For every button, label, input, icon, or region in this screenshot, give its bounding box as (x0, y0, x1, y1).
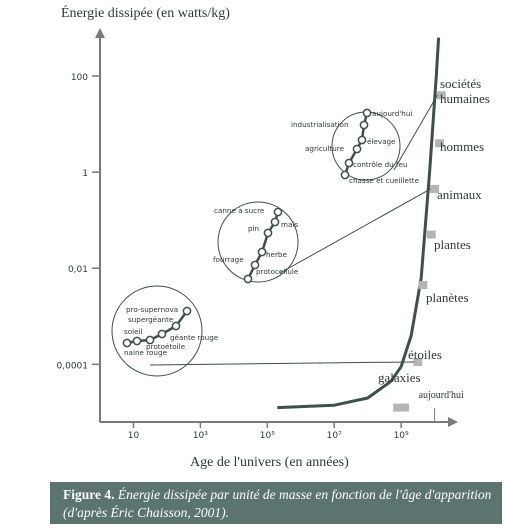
inset-point-label: maïs (281, 220, 298, 229)
stage-label: hommes (440, 139, 484, 154)
stage-label: étoiles (408, 347, 442, 362)
inset-point-label: naine rouge (124, 348, 168, 357)
inset-point-label: chasse et cueillette (349, 176, 420, 185)
stage-marker (436, 91, 446, 100)
y-tick-label: 0,01 (68, 265, 88, 275)
inset-point-label: canne à sucre (214, 206, 265, 215)
stage-label: galaxies (378, 370, 421, 385)
inset-point-label: élevage (367, 137, 396, 146)
inset-point (359, 120, 369, 130)
inset-point (344, 158, 354, 168)
inset-point (243, 274, 253, 284)
inset-point-label: aujourd'hui (372, 109, 412, 118)
x-tick-label: 10⁵ (260, 431, 275, 441)
inset-point (357, 135, 367, 145)
stage-label: plantes (434, 237, 471, 252)
x-tick-label: 10³ (193, 431, 208, 441)
stage-marker (426, 230, 436, 239)
stage-marker (393, 403, 410, 412)
inset-point-label: contrôle du feu (353, 160, 408, 169)
x-tick-label: 10⁹ (394, 431, 409, 441)
inset-point-label: supergéante (128, 315, 174, 324)
now-label: aujourd'hui (419, 390, 464, 401)
inset-point-label: industrialisation (291, 120, 349, 129)
inset-point-label: agriculture (305, 144, 345, 153)
energy-curve (277, 37, 441, 410)
x-axis-arrow (448, 417, 458, 427)
y-axis-arrow (95, 28, 105, 38)
caption-figure-label: Figure 4. (63, 487, 115, 502)
inset-point-label: protocellule (256, 267, 299, 276)
inset-point (273, 207, 283, 217)
inset-connector (279, 188, 431, 274)
inset-point-label: fourrage (213, 255, 244, 264)
inset-point (122, 338, 132, 348)
inset-point (257, 247, 267, 257)
stage-label: planètes (426, 290, 469, 305)
y-tick-label: 0,0001 (57, 361, 89, 371)
inset-point-label: herbe (266, 250, 287, 259)
inset-point (145, 335, 155, 345)
x-tick-label: 10⁷ (327, 431, 342, 441)
stage-marker (435, 139, 445, 148)
chart: Énergie dissipée (en watts/kg) Age de l'u… (57, 4, 490, 470)
inset-connector (149, 361, 414, 366)
inset-point-label: pin (248, 224, 259, 233)
inset-point-label: soleil (124, 327, 143, 336)
y-tick-label: 1 (82, 169, 88, 179)
stage-marker (413, 357, 423, 366)
inset-connector (393, 95, 438, 171)
inset-circle (217, 201, 299, 283)
x-axis-title: Age de l'univers (en années) (190, 455, 349, 470)
inset-point (263, 228, 273, 238)
inset-circle (111, 285, 203, 377)
caption-text: Énergie dissipée par unité de masse en f… (63, 487, 492, 520)
stage-marker (430, 184, 440, 193)
y-tick-label: 100 (71, 73, 88, 83)
stage-marker (418, 281, 428, 290)
stage-label: animaux (437, 187, 482, 202)
inset-point (340, 170, 350, 180)
inset-point-label: protoétoile (146, 342, 186, 351)
inset-point (132, 336, 142, 346)
x-tick-label: 10 (128, 431, 140, 441)
inset-point (270, 217, 280, 227)
stage-label: sociétés (440, 76, 481, 91)
y-axis-title: Énergie dissipée (en watts/kg) (61, 4, 230, 21)
inset-point-label: géante rouge (170, 333, 219, 342)
inset-point (352, 144, 362, 154)
inset-point (171, 321, 181, 331)
inset-point (157, 329, 167, 339)
stage-label: humaines (440, 91, 490, 106)
inset-point (182, 306, 192, 316)
figure-caption: Figure 4. Énergie dissipée par unité de … (50, 482, 502, 524)
inset-point (250, 260, 260, 270)
inset-point (362, 108, 372, 118)
inset-point-label: pro-supernova (126, 305, 178, 314)
